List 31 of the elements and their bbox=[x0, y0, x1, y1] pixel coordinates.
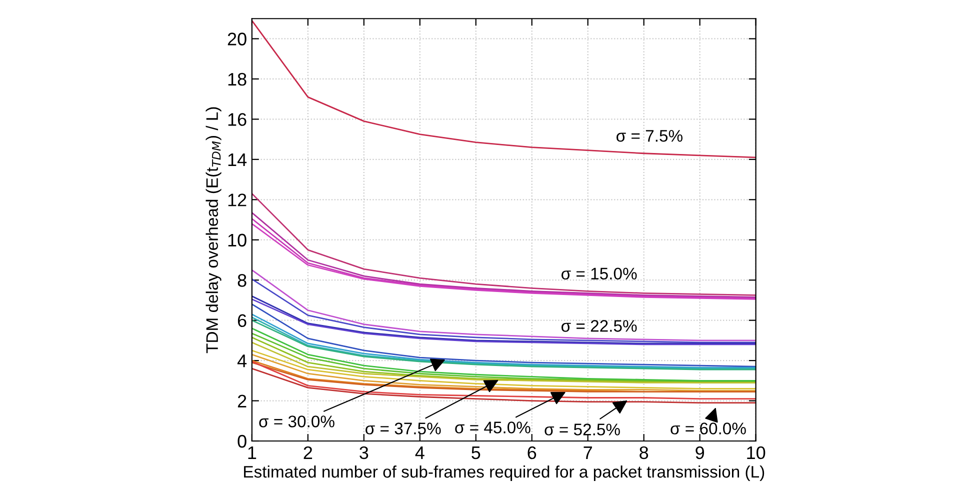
annotation: σ = 52.5% bbox=[544, 424, 620, 436]
annotation: σ = 15.0% bbox=[561, 268, 637, 280]
annotation: σ = 22.5% bbox=[561, 320, 637, 332]
x-tick-label: 9 bbox=[696, 446, 704, 460]
x-tick-label: 3 bbox=[360, 446, 368, 460]
x-tick-label: 8 bbox=[640, 446, 648, 460]
x-axis-title: Estimated number of sub-frames required for a packet transmission (L) bbox=[244, 465, 764, 482]
y-tick-label: 14 bbox=[228, 154, 247, 166]
x-tick-label: 7 bbox=[584, 446, 592, 459]
y-tick-label: 20 bbox=[228, 32, 246, 46]
y-tick-label: 0 bbox=[238, 434, 246, 448]
x-tick-label: 1 bbox=[248, 446, 256, 459]
y-tick-label: 4 bbox=[237, 354, 247, 368]
annotation: σ = 60.0% bbox=[670, 422, 746, 434]
x-tick-label: 6 bbox=[528, 446, 536, 460]
y-tick-label: 12 bbox=[228, 194, 246, 206]
x-tick-label: 5 bbox=[472, 446, 480, 460]
x-tick-label: 2 bbox=[304, 446, 312, 459]
annotation: σ = 45.0% bbox=[455, 422, 530, 434]
annotation: σ = 37.5% bbox=[366, 422, 441, 434]
y-tick-label: 6 bbox=[238, 314, 246, 328]
annotation: σ = 7.5% bbox=[616, 130, 682, 142]
y-tick-label: 16 bbox=[228, 113, 246, 126]
y-tick-label: 18 bbox=[228, 72, 246, 86]
y-tick-label: 10 bbox=[228, 234, 246, 247]
y-tick-label: 8 bbox=[238, 274, 246, 287]
x-tick-label: 4 bbox=[415, 446, 424, 459]
annotation: σ = 30.0% bbox=[259, 416, 334, 428]
x-tick-label: 10 bbox=[747, 446, 766, 460]
y-tick-label: 2 bbox=[238, 394, 246, 408]
y-axis-title: TDM delay overhead (E(t$_{TDM}$) / L) bbox=[206, 107, 222, 354]
